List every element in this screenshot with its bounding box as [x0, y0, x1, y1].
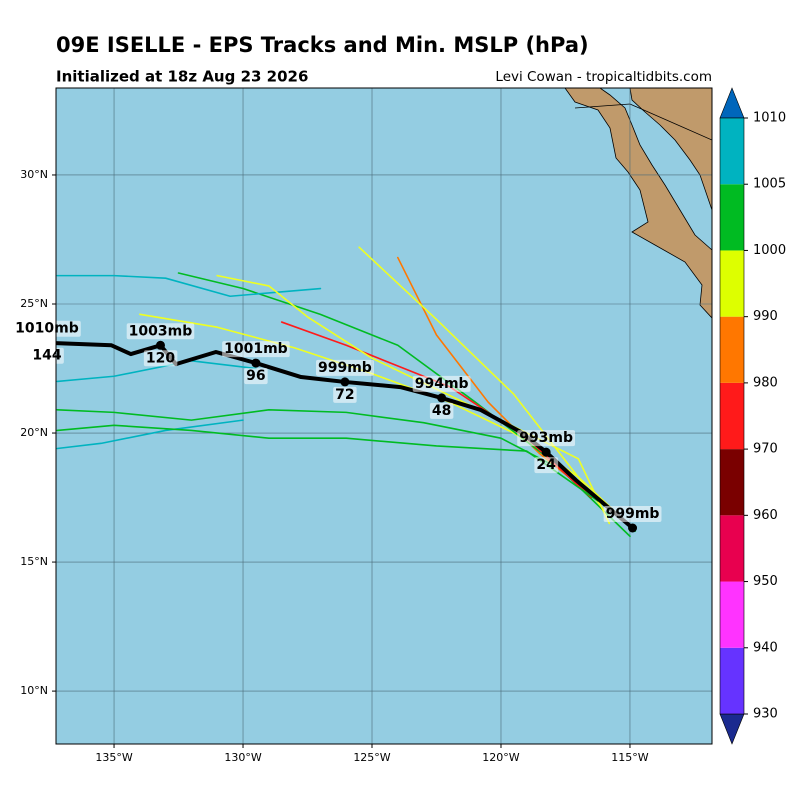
- colorbar-tick-label: 970: [753, 442, 778, 457]
- hour-label: 72: [335, 387, 354, 403]
- y-tick-label: 10°N: [20, 684, 48, 697]
- colorbar-tick-label: 980: [753, 375, 778, 390]
- label-bg: [13, 320, 81, 337]
- colorbar-tick-label: 930: [753, 707, 778, 722]
- pressure-label: 1010mb: [15, 321, 79, 337]
- colorbar-under: [719, 713, 745, 745]
- credit: Levi Cowan - tropicaltidbits.com: [495, 69, 712, 85]
- colorbar-band: [720, 184, 744, 251]
- colorbar-band: [720, 250, 744, 317]
- y-tick-label: 20°N: [20, 426, 48, 439]
- x-tick-label: 125°W: [353, 751, 390, 764]
- colorbar-band: [720, 449, 744, 516]
- track-point: [42, 338, 51, 347]
- label-bg: [315, 359, 374, 376]
- pressure-label: 999mb: [606, 506, 660, 522]
- colorbar-tick-label: 960: [753, 508, 778, 523]
- colorbar-band: [720, 118, 744, 185]
- track-point: [437, 393, 447, 403]
- colorbar-band: [720, 515, 744, 582]
- colorbar-band: [720, 316, 744, 383]
- label-bg: [412, 375, 471, 392]
- hour-label: 144: [32, 348, 61, 364]
- title: 09E ISELLE - EPS Tracks and Min. MSLP (h…: [56, 33, 589, 57]
- label-bg: [534, 457, 559, 474]
- colorbar-tick-label: 990: [753, 309, 778, 324]
- label-bg: [143, 350, 178, 367]
- colorbar-frame: [719, 117, 745, 715]
- plot-frame: [55, 87, 713, 745]
- label-bg: [603, 506, 662, 522]
- ensemble-track: [358, 246, 605, 512]
- x-tick-label: 115°W: [611, 751, 648, 764]
- label-bg: [30, 347, 64, 364]
- hour-label: 120: [146, 350, 175, 366]
- x-tick-label: 120°W: [482, 751, 519, 764]
- ensemble-track: [56, 274, 322, 298]
- x-tick-label: 130°W: [224, 751, 261, 764]
- track-point: [251, 358, 261, 368]
- pressure-label: 993mb: [519, 430, 573, 446]
- y-tick-label: 25°N: [20, 297, 48, 310]
- track-point: [340, 377, 350, 387]
- label-bg: [222, 341, 290, 358]
- hour-label: 24: [536, 457, 556, 473]
- label-bg: [244, 368, 268, 385]
- colorbar-tick-label: 1000: [753, 243, 786, 258]
- pressure-label: 1001mb: [224, 341, 288, 357]
- colorbar-tick-label: 1005: [753, 177, 786, 192]
- hour-label: 96: [246, 368, 265, 384]
- ocean: [56, 88, 712, 744]
- y-tick-label: 15°N: [20, 555, 48, 568]
- pressure-label: 1003mb: [129, 323, 193, 339]
- ensemble-track: [216, 274, 611, 525]
- colorbar-band: [720, 382, 744, 450]
- colorbar-band: [720, 647, 744, 714]
- hour-label: 48: [432, 403, 451, 419]
- label-bg: [126, 323, 195, 340]
- pressure-label: 994mb: [415, 376, 469, 392]
- ensemble-track: [56, 359, 257, 383]
- colorbar-over: [719, 87, 745, 119]
- x-tick-label: 135°W: [95, 751, 132, 764]
- colorbar-tick-label: 1010: [753, 111, 786, 126]
- label-bg: [333, 386, 357, 403]
- colorbar-tick-label: 950: [753, 574, 778, 589]
- label-bg: [429, 402, 454, 419]
- track-point: [628, 523, 638, 533]
- subtitle: Initialized at 18z Aug 23 2026: [56, 68, 308, 86]
- track-point: [541, 447, 551, 457]
- y-tick-label: 30°N: [20, 168, 48, 181]
- ensemble-track: [56, 424, 605, 507]
- ensemble-track: [56, 419, 244, 450]
- pressure-label: 999mb: [318, 360, 372, 376]
- track-point: [155, 340, 165, 350]
- colorbar-band: [720, 581, 744, 648]
- colorbar-tick-label: 940: [753, 640, 778, 655]
- label-bg: [517, 430, 576, 447]
